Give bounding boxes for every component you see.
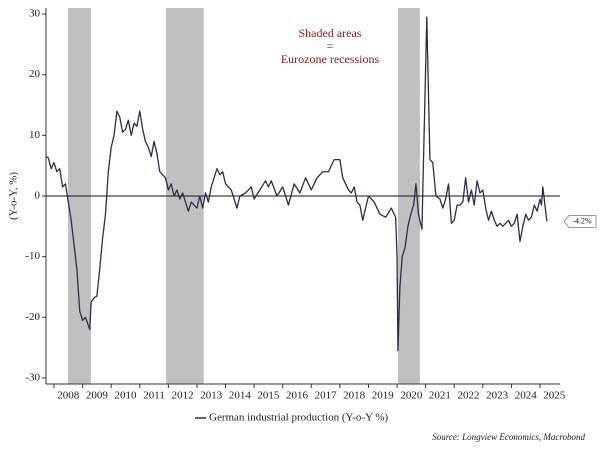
x-tick-label: 2014: [229, 390, 252, 402]
y-tick-label: -10: [25, 250, 40, 262]
x-tick-label: 2023: [486, 390, 509, 402]
y-tick-label: 0: [35, 190, 41, 202]
x-tick-label: 2018: [343, 390, 366, 402]
x-tick-label: 2016: [286, 390, 309, 402]
x-tick-label: 2013: [200, 390, 223, 402]
annotation: Shaded areas: [299, 26, 362, 40]
x-tick-label: 2017: [315, 390, 338, 402]
x-tick-label: 2008: [57, 390, 80, 402]
x-tick-label: 2019: [372, 390, 395, 402]
y-tick-label: -20: [25, 311, 40, 323]
x-tick-label: 2020: [400, 390, 423, 402]
x-tick-label: 2009: [86, 390, 109, 402]
legend-label: German industrial production (Y-o-Y %): [209, 412, 389, 424]
x-tick-label: 2011: [143, 390, 165, 402]
annotation: =: [327, 39, 334, 53]
x-tick-label: 2015: [257, 390, 280, 402]
x-tick-label: 2012: [172, 390, 194, 402]
x-tick-label: 2010: [114, 390, 137, 402]
x-tick-label: 2025: [543, 390, 566, 402]
source: Source: Longview Economics, Macrobond: [432, 432, 585, 442]
end-label-box: [563, 214, 597, 228]
x-tick-label: 2021: [429, 390, 451, 402]
y-tick-label: -30: [25, 371, 40, 383]
x-tick-label: 2022: [458, 390, 480, 402]
y-tick-label: 20: [29, 68, 41, 80]
end-label: -4.2%: [572, 216, 592, 225]
y-tick-label: 10: [29, 129, 41, 141]
y-axis-label: (Y-o-Y, %): [8, 172, 20, 220]
y-tick-label: 30: [29, 8, 41, 20]
data-line: [45, 16, 548, 352]
annotation: Eurozone recessions: [281, 52, 380, 66]
x-tick-label: 2024: [515, 390, 538, 402]
